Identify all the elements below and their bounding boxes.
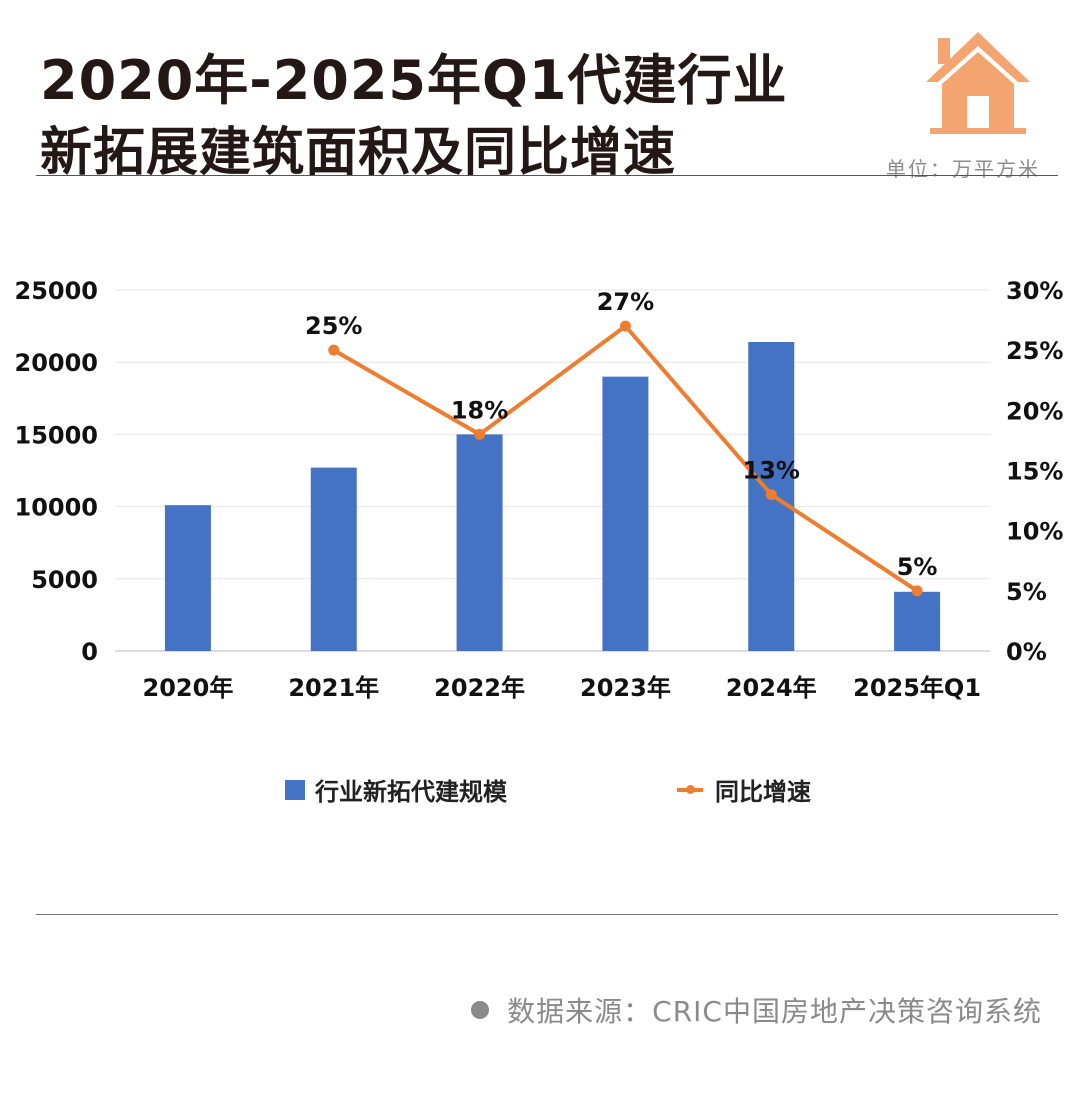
y-left-tick-label: 10000 xyxy=(15,494,99,522)
line-point xyxy=(765,489,777,501)
data-source: 数据来源：CRIC中国房地产决策咨询系统 xyxy=(471,990,1042,1030)
bar xyxy=(456,434,503,651)
x-tick-label: 2021年 xyxy=(288,674,379,702)
y-left-tick-label: 15000 xyxy=(15,421,99,449)
y-right-tick-label: 20% xyxy=(1006,397,1063,425)
x-tick-label: 2025年Q1 xyxy=(853,674,981,702)
legend-item-bars[interactable]: 行业新拓代建规模 xyxy=(285,772,507,807)
line-point xyxy=(328,344,340,356)
y-left-tick-label: 25000 xyxy=(15,277,99,305)
house-icon xyxy=(926,32,1030,134)
y-left-tick-label: 5000 xyxy=(31,566,98,594)
bar xyxy=(164,505,211,651)
x-tick-label: 2022年 xyxy=(434,674,525,702)
line-point xyxy=(911,585,923,597)
data-label: 5% xyxy=(897,553,938,581)
data-label: 13% xyxy=(743,457,800,485)
data-label: 27% xyxy=(597,288,654,316)
chart-title-line2: 新拓展建筑面积及同比增速 xyxy=(40,123,677,183)
y-right-tick-label: 30% xyxy=(1006,277,1063,305)
y-right-tick-label: 5% xyxy=(1006,578,1047,606)
x-tick-label: 2023年 xyxy=(580,674,671,702)
chart: 0 5000 10000 15000 20000 25000 0% 5% 10% 15% 20% 25… xyxy=(15,277,1064,702)
data-label: 18% xyxy=(451,396,508,424)
bullet-dot-icon xyxy=(471,1001,490,1019)
x-tick-label: 2020年 xyxy=(143,674,234,702)
y-left-tick-label: 0 xyxy=(81,638,98,666)
bar xyxy=(310,467,357,651)
legend-bar-swatch xyxy=(285,779,305,800)
legend-bar-label: 行业新拓代建规模 xyxy=(315,778,507,806)
chart-title-line1: 2020年-2025年Q1代建行业 xyxy=(40,49,788,112)
y-right-tick-label: 10% xyxy=(1006,518,1063,546)
data-label: 25% xyxy=(305,312,362,340)
y-right-tick-label: 0% xyxy=(1006,638,1047,666)
legend-line-swatch xyxy=(677,784,703,794)
legend-item-line[interactable]: 同比增速 xyxy=(677,772,811,807)
bar xyxy=(602,376,649,651)
line-point xyxy=(474,428,486,440)
line-point xyxy=(619,320,631,332)
bar xyxy=(894,591,941,651)
y-right-tick-label: 25% xyxy=(1006,337,1063,365)
legend-line-label: 同比增速 xyxy=(715,778,811,806)
x-tick-label: 2024年 xyxy=(726,674,817,702)
header-divider xyxy=(36,175,1058,176)
footer-divider xyxy=(36,914,1058,915)
unit-label: 单位：万平方米 xyxy=(886,157,1040,181)
y-left-tick-label: 20000 xyxy=(15,349,99,377)
data-source-text: 数据来源：CRIC中国房地产决策咨询系统 xyxy=(507,995,1042,1028)
y-right-tick-label: 15% xyxy=(1006,458,1063,486)
